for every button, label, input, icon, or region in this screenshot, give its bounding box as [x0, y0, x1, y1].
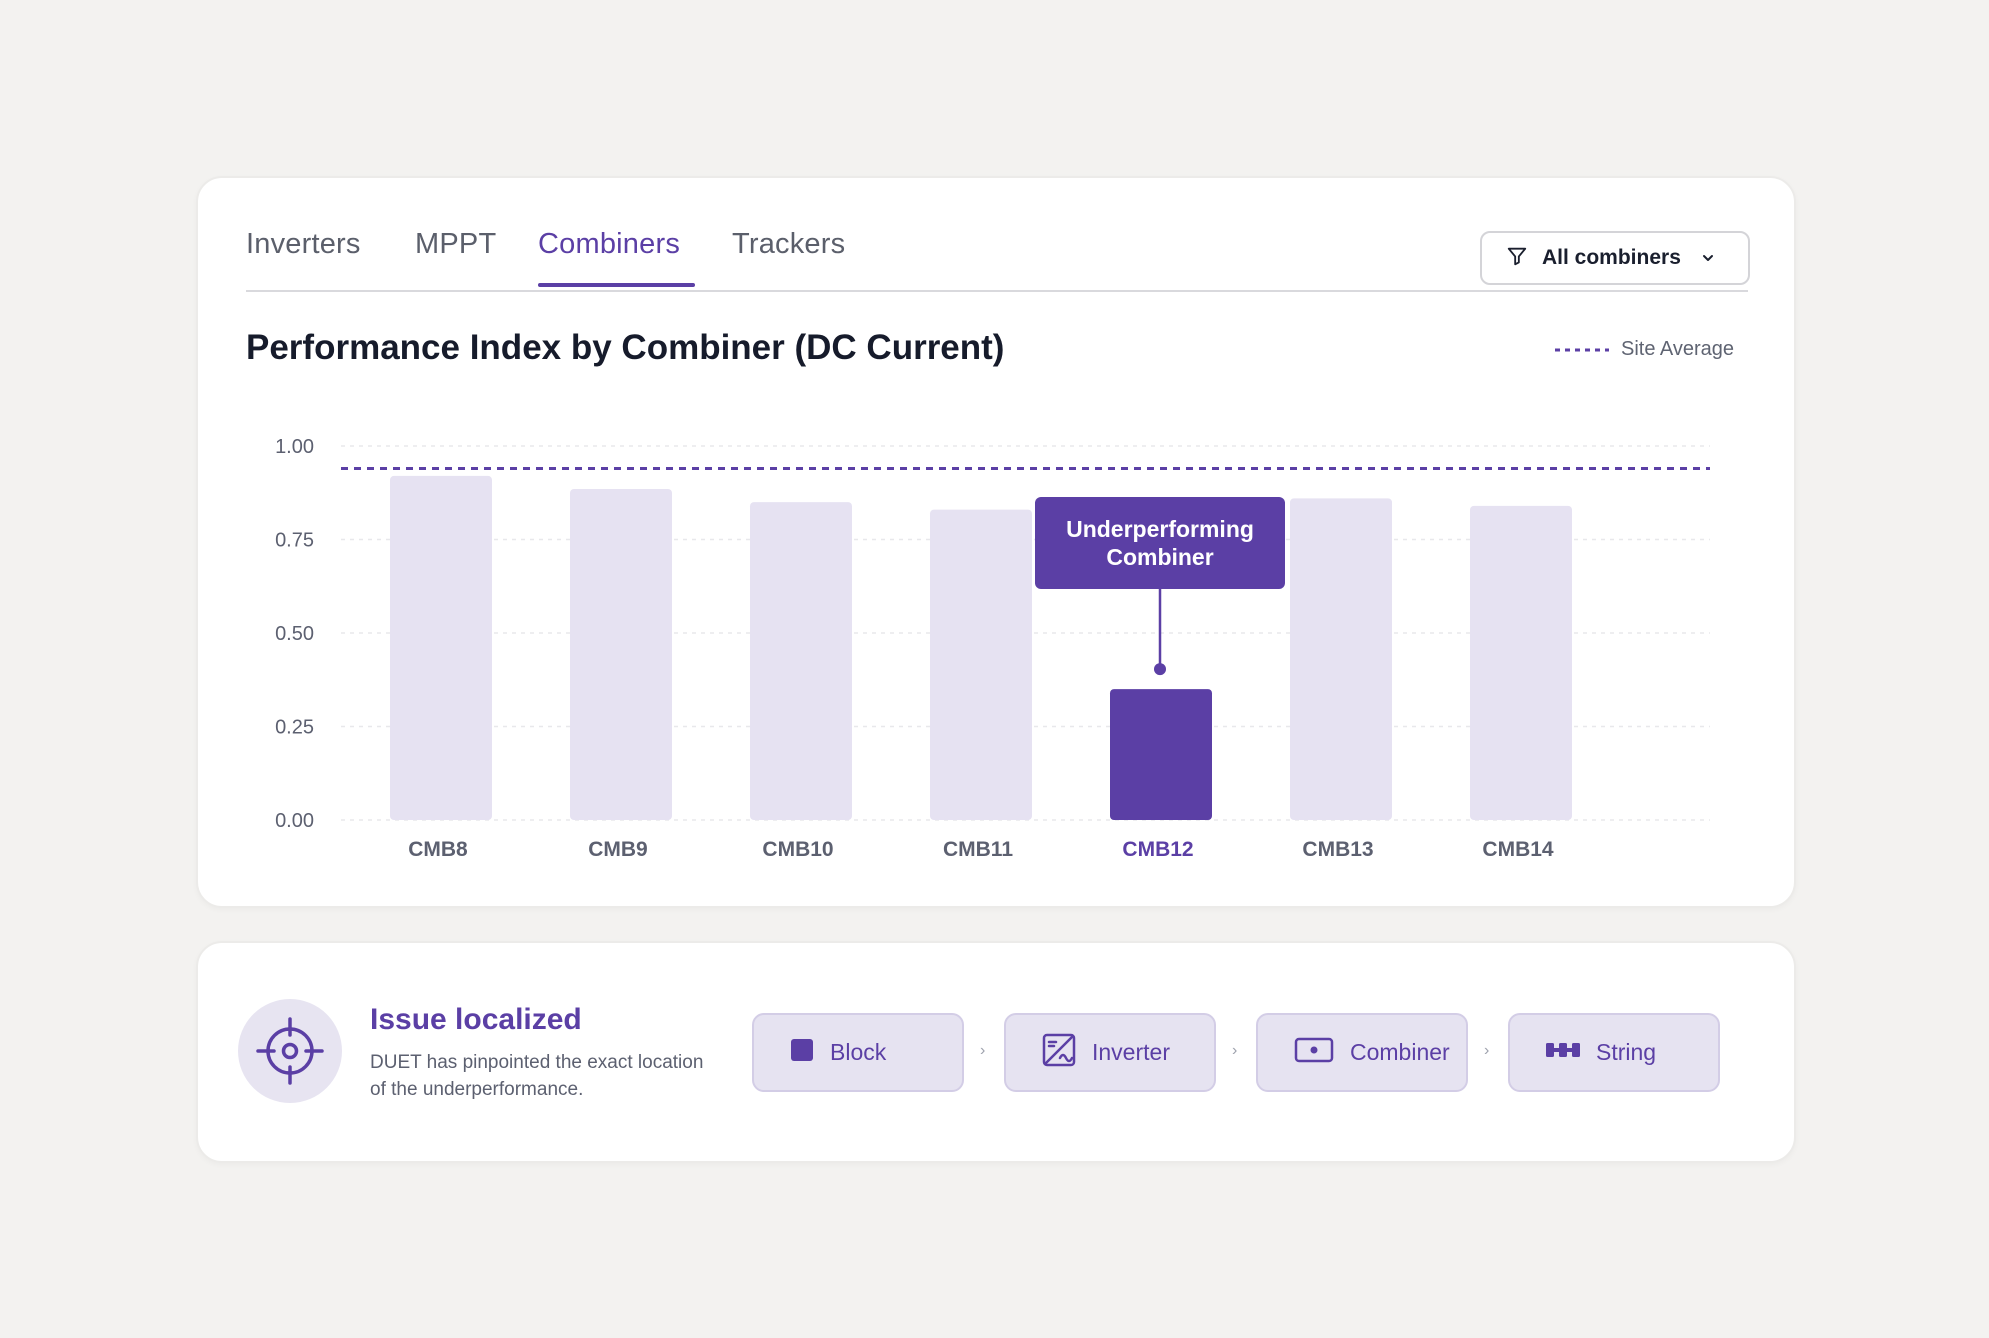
- x-tick-label: CMB13: [1302, 838, 1373, 861]
- y-tick-label: 0.00: [275, 810, 314, 832]
- x-tick-label: CMB9: [588, 838, 648, 861]
- y-tick-label: 0.50: [275, 623, 314, 645]
- y-tick-label: 0.75: [275, 530, 314, 552]
- x-tick-label: CMB8: [408, 838, 468, 861]
- x-tick-label: CMB12: [1122, 838, 1193, 861]
- callout-dot: [1154, 663, 1166, 676]
- step-label: Combiner: [1350, 1039, 1450, 1065]
- bar-cmb12: [1110, 689, 1212, 820]
- breadcrumb-separator: ›: [980, 1042, 986, 1059]
- string-icon: [1546, 1041, 1580, 1064]
- filter-dropdown[interactable]: All combiners: [1480, 231, 1750, 285]
- x-tick-label: CMB11: [943, 838, 1013, 861]
- step-string[interactable]: String: [1508, 1013, 1720, 1092]
- chevron-down-icon: [1701, 251, 1715, 265]
- tab-mppt[interactable]: MPPT: [415, 228, 497, 260]
- crosshair-icon: [238, 999, 342, 1103]
- step-label: Inverter: [1092, 1039, 1170, 1065]
- bar-cmb9: [570, 489, 672, 820]
- callout-box: [1035, 497, 1285, 589]
- legend: Site Average: [1555, 338, 1734, 361]
- chart-title: Performance Index by Combiner (DC Curren…: [246, 328, 1005, 367]
- bar-cmb11: [930, 509, 1032, 820]
- step-inverter[interactable]: Inverter: [1004, 1013, 1216, 1092]
- inverter-icon: [1042, 1033, 1076, 1072]
- block-icon: [790, 1038, 814, 1067]
- tabs-divider: [246, 290, 1748, 292]
- issue-title: Issue localized: [370, 1003, 582, 1036]
- step-combiner[interactable]: Combiner: [1256, 1013, 1468, 1092]
- y-tick-label: 1.00: [275, 436, 314, 458]
- tab-inverters[interactable]: Inverters: [246, 228, 361, 260]
- y-tick-label: 0.25: [275, 717, 314, 739]
- bar-cmb10: [750, 502, 852, 820]
- active-tab-indicator: [538, 283, 695, 287]
- step-label: Block: [830, 1039, 887, 1065]
- step-label: String: [1596, 1039, 1657, 1065]
- breadcrumb-separator: ›: [1484, 1042, 1490, 1059]
- tab-combiners[interactable]: Combiners: [538, 228, 681, 260]
- bar-cmb14: [1470, 505, 1572, 820]
- bar-cmb8: [390, 475, 492, 820]
- chart-card: Inverters MPPT Combiners Trackers All co…: [196, 176, 1796, 908]
- x-tick-label: CMB10: [762, 838, 833, 861]
- legend-dash-icon: [1555, 348, 1609, 351]
- combiner-icon: [1294, 1036, 1334, 1069]
- filter-icon: [1506, 245, 1528, 272]
- issue-description: DUET has pinpointed the exact location o…: [370, 1052, 704, 1100]
- filter-label: All combiners: [1542, 246, 1681, 269]
- step-block[interactable]: Block: [752, 1013, 964, 1092]
- issue-card: Issue localized DUET has pinpointed the …: [196, 941, 1796, 1163]
- tab-trackers[interactable]: Trackers: [732, 228, 846, 260]
- x-tick-label: CMB14: [1482, 838, 1554, 861]
- legend-label: Site Average: [1621, 338, 1735, 360]
- breadcrumb-separator: ›: [1232, 1042, 1238, 1059]
- callout-label: Underperforming Combiner: [1066, 516, 1254, 570]
- bar-chart: 0.00 0.25 0.50 0.75 1.00 CMB8 CMB9 CMB10 CMB11 CM…: [275, 436, 1710, 861]
- bar-cmb13: [1290, 498, 1392, 820]
